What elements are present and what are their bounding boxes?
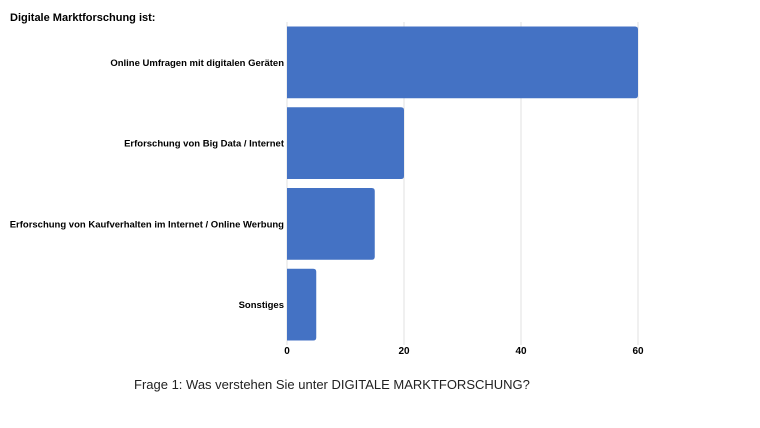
bar-3 <box>287 187 375 260</box>
category-label: Erforschung von Kaufverhalten im Interne… <box>10 219 284 230</box>
chart-title: Digitale Marktforschung ist: <box>10 12 155 24</box>
x-tick-label: 60 <box>632 346 644 357</box>
x-tick-label: 0 <box>284 346 290 357</box>
x-tick-label: 20 <box>398 346 410 357</box>
category-label: Erforschung von Big Data / Internet <box>124 139 285 150</box>
bar-4 <box>287 268 317 341</box>
x-tick-label: 40 <box>515 346 527 357</box>
x-axis-ticks: 0 20 40 60 <box>284 346 644 357</box>
figure-caption: Frage 1: Was verstehen Sie unter DIGITAL… <box>134 377 530 392</box>
category-label: Online Umfragen mit digitalen Geräten <box>110 58 284 69</box>
bar-1 <box>287 26 638 99</box>
bars <box>287 26 638 341</box>
category-labels: Online Umfragen mit digitalen Geräten Erf… <box>10 58 285 311</box>
bar-2 <box>287 107 404 180</box>
category-label: Sonstiges <box>239 300 284 311</box>
